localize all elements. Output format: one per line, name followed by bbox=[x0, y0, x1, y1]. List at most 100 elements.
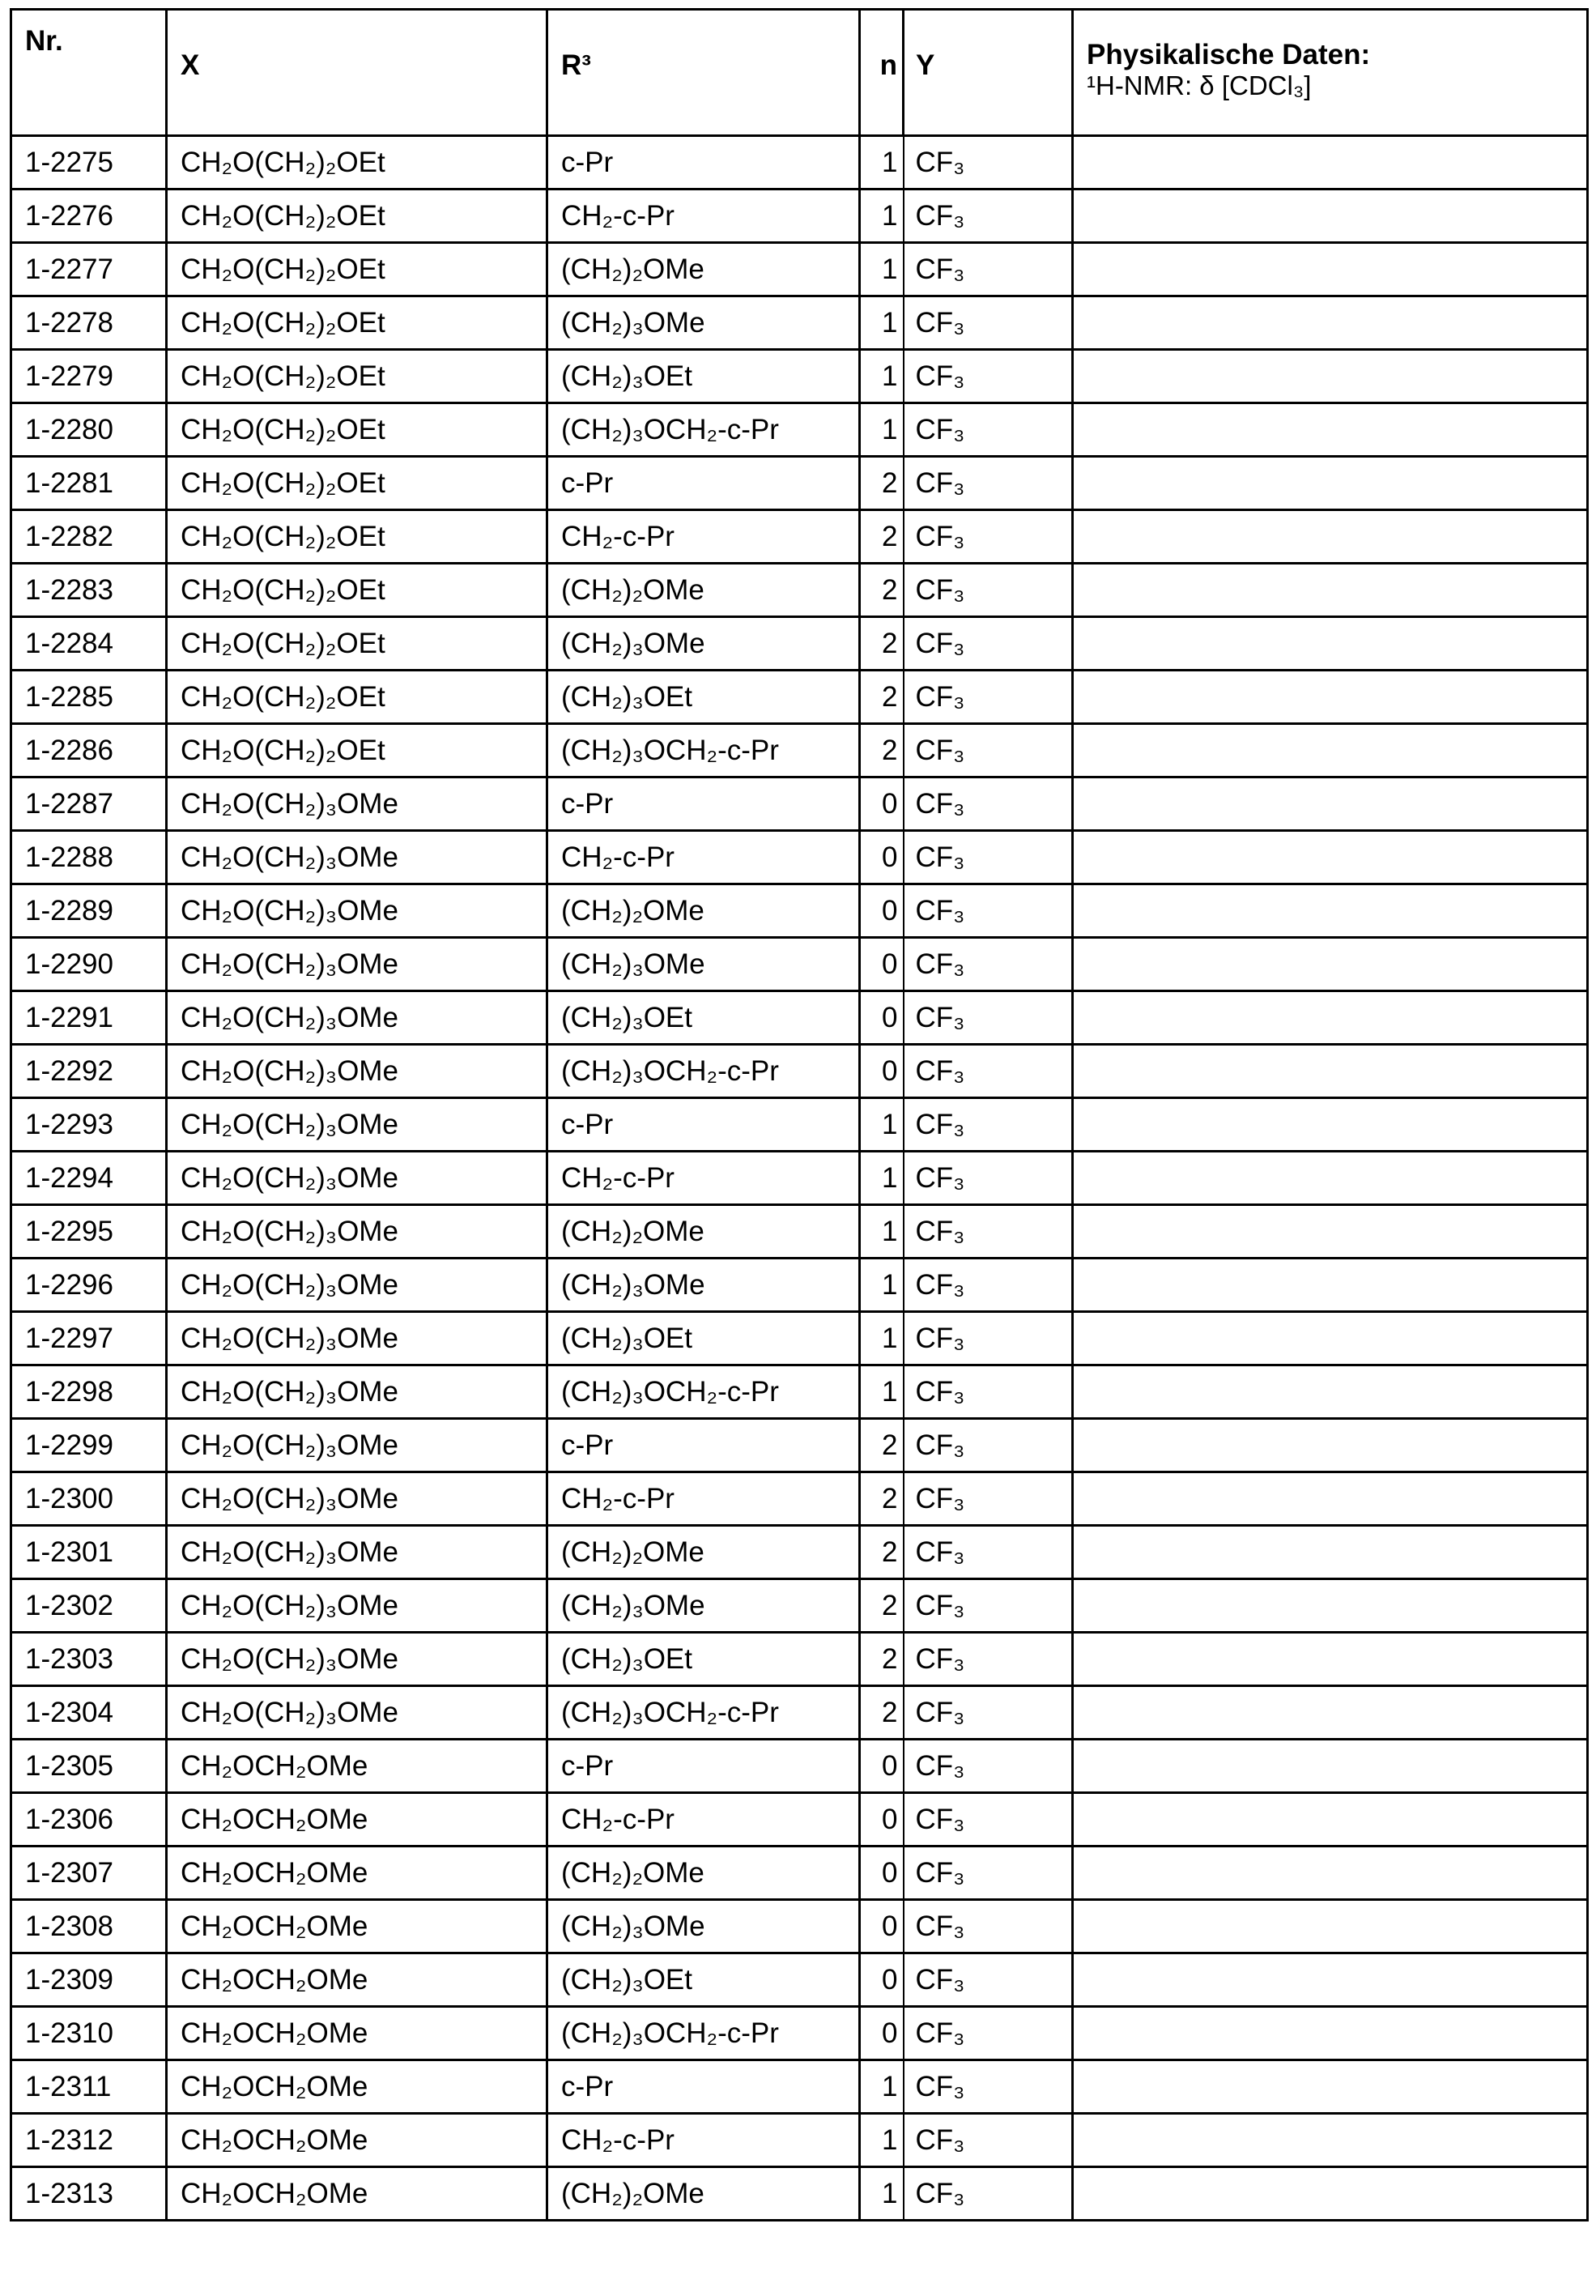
header-physical-data: Physikalische Daten: ¹H-NMR: δ [CDCl₃] bbox=[1073, 10, 1588, 136]
table-row: 1-2301CH₂O(CH₂)₃OMe(CH₂)₂OMe2CF₃ bbox=[11, 1526, 1588, 1579]
cell-r3: (CH₂)₃OCH₂-c-Pr bbox=[547, 2007, 860, 2060]
cell-r3: (CH₂)₃OEt bbox=[547, 1312, 860, 1365]
header-nmr-label: ¹H-NMR: δ [CDCl₃] bbox=[1087, 71, 1586, 100]
cell-y: CF₃ bbox=[904, 1259, 1073, 1312]
cell-x: CH₂O(CH₂)₃OMe bbox=[167, 991, 547, 1045]
table-row: 1-2286CH₂O(CH₂)₂OEt(CH₂)₃OCH₂-c-Pr2CF₃ bbox=[11, 724, 1588, 777]
cell-physical-data bbox=[1073, 1472, 1588, 1526]
cell-nr: 1-2290 bbox=[11, 938, 167, 991]
cell-r3: CH₂-c-Pr bbox=[547, 831, 860, 884]
cell-y: CF₃ bbox=[904, 2114, 1073, 2167]
cell-n: 0 bbox=[860, 1740, 904, 1793]
cell-y: CF₃ bbox=[904, 136, 1073, 190]
table-row: 1-2294CH₂O(CH₂)₃OMeCH₂-c-Pr1CF₃ bbox=[11, 1152, 1588, 1205]
cell-r3: (CH₂)₃OMe bbox=[547, 617, 860, 671]
cell-physical-data bbox=[1073, 2167, 1588, 2221]
table-row: 1-2293CH₂O(CH₂)₃OMec-Pr1CF₃ bbox=[11, 1098, 1588, 1152]
cell-y: CF₃ bbox=[904, 2060, 1073, 2114]
cell-x: CH₂O(CH₂)₃OMe bbox=[167, 1633, 547, 1686]
cell-n: 0 bbox=[860, 831, 904, 884]
cell-y: CF₃ bbox=[904, 777, 1073, 831]
cell-n: 0 bbox=[860, 777, 904, 831]
cell-x: CH₂O(CH₂)₃OMe bbox=[167, 1312, 547, 1365]
cell-x: CH₂OCH₂OMe bbox=[167, 1793, 547, 1847]
cell-x: CH₂O(CH₂)₃OMe bbox=[167, 1152, 547, 1205]
cell-r3: (CH₂)₃OCH₂-c-Pr bbox=[547, 1365, 860, 1419]
cell-physical-data bbox=[1073, 991, 1588, 1045]
cell-physical-data bbox=[1073, 403, 1588, 457]
cell-nr: 1-2309 bbox=[11, 1953, 167, 2007]
cell-n: 2 bbox=[860, 1633, 904, 1686]
cell-physical-data bbox=[1073, 1847, 1588, 1900]
cell-nr: 1-2313 bbox=[11, 2167, 167, 2221]
cell-r3: (CH₂)₃OEt bbox=[547, 1633, 860, 1686]
cell-n: 1 bbox=[860, 136, 904, 190]
cell-y: CF₃ bbox=[904, 1579, 1073, 1633]
cell-n: 2 bbox=[860, 564, 904, 617]
cell-nr: 1-2304 bbox=[11, 1686, 167, 1740]
header-nr: Nr. bbox=[11, 10, 167, 136]
cell-r3: c-Pr bbox=[547, 1419, 860, 1472]
cell-x: CH₂O(CH₂)₂OEt bbox=[167, 296, 547, 350]
table-row: 1-2282CH₂O(CH₂)₂OEtCH₂-c-Pr2CF₃ bbox=[11, 510, 1588, 564]
cell-nr: 1-2294 bbox=[11, 1152, 167, 1205]
cell-n: 1 bbox=[860, 296, 904, 350]
cell-y: CF₃ bbox=[904, 1526, 1073, 1579]
table-row: 1-2277CH₂O(CH₂)₂OEt(CH₂)₂OMe1CF₃ bbox=[11, 243, 1588, 296]
cell-n: 2 bbox=[860, 1526, 904, 1579]
header-r3: R³ bbox=[547, 10, 860, 136]
cell-r3: (CH₂)₃OMe bbox=[547, 1900, 860, 1953]
cell-physical-data bbox=[1073, 1419, 1588, 1472]
cell-r3: (CH₂)₃OEt bbox=[547, 1953, 860, 2007]
cell-physical-data bbox=[1073, 884, 1588, 938]
cell-x: CH₂O(CH₂)₂OEt bbox=[167, 403, 547, 457]
cell-physical-data bbox=[1073, 938, 1588, 991]
cell-y: CF₃ bbox=[904, 831, 1073, 884]
cell-physical-data bbox=[1073, 617, 1588, 671]
cell-y: CF₃ bbox=[904, 1953, 1073, 2007]
cell-physical-data bbox=[1073, 296, 1588, 350]
cell-x: CH₂O(CH₂)₃OMe bbox=[167, 1098, 547, 1152]
cell-r3: c-Pr bbox=[547, 1740, 860, 1793]
cell-n: 1 bbox=[860, 1098, 904, 1152]
table-row: 1-2276CH₂O(CH₂)₂OEtCH₂-c-Pr1CF₃ bbox=[11, 190, 1588, 243]
cell-x: CH₂OCH₂OMe bbox=[167, 2007, 547, 2060]
table-row: 1-2290CH₂O(CH₂)₃OMe(CH₂)₃OMe0CF₃ bbox=[11, 938, 1588, 991]
cell-x: CH₂O(CH₂)₃OMe bbox=[167, 938, 547, 991]
cell-physical-data bbox=[1073, 350, 1588, 403]
cell-n: 0 bbox=[860, 1900, 904, 1953]
cell-x: CH₂O(CH₂)₂OEt bbox=[167, 350, 547, 403]
cell-x: CH₂O(CH₂)₃OMe bbox=[167, 1419, 547, 1472]
cell-nr: 1-2312 bbox=[11, 2114, 167, 2167]
cell-physical-data bbox=[1073, 671, 1588, 724]
cell-n: 2 bbox=[860, 1579, 904, 1633]
cell-physical-data bbox=[1073, 136, 1588, 190]
cell-n: 1 bbox=[860, 1259, 904, 1312]
cell-x: CH₂OCH₂OMe bbox=[167, 1953, 547, 2007]
cell-r3: CH₂-c-Pr bbox=[547, 2114, 860, 2167]
table-row: 1-2313CH₂OCH₂OMe(CH₂)₂OMe1CF₃ bbox=[11, 2167, 1588, 2221]
cell-r3: CH₂-c-Pr bbox=[547, 1793, 860, 1847]
cell-y: CF₃ bbox=[904, 671, 1073, 724]
cell-r3: (CH₂)₃OMe bbox=[547, 296, 860, 350]
cell-physical-data bbox=[1073, 1953, 1588, 2007]
cell-nr: 1-2306 bbox=[11, 1793, 167, 1847]
cell-n: 2 bbox=[860, 1419, 904, 1472]
cell-physical-data bbox=[1073, 510, 1588, 564]
cell-r3: c-Pr bbox=[547, 777, 860, 831]
cell-n: 2 bbox=[860, 1686, 904, 1740]
cell-physical-data bbox=[1073, 1900, 1588, 1953]
cell-nr: 1-2303 bbox=[11, 1633, 167, 1686]
header-physical-data-title: Physikalische Daten: bbox=[1087, 39, 1370, 70]
cell-r3: CH₂-c-Pr bbox=[547, 190, 860, 243]
cell-r3: c-Pr bbox=[547, 1098, 860, 1152]
cell-y: CF₃ bbox=[904, 190, 1073, 243]
table-row: 1-2280CH₂O(CH₂)₂OEt(CH₂)₃OCH₂-c-Pr1CF₃ bbox=[11, 403, 1588, 457]
cell-r3: (CH₂)₃OEt bbox=[547, 671, 860, 724]
cell-nr: 1-2280 bbox=[11, 403, 167, 457]
table-row: 1-2299CH₂O(CH₂)₃OMec-Pr2CF₃ bbox=[11, 1419, 1588, 1472]
cell-nr: 1-2295 bbox=[11, 1205, 167, 1259]
cell-x: CH₂O(CH₂)₃OMe bbox=[167, 1045, 547, 1098]
cell-nr: 1-2292 bbox=[11, 1045, 167, 1098]
cell-physical-data bbox=[1073, 1686, 1588, 1740]
